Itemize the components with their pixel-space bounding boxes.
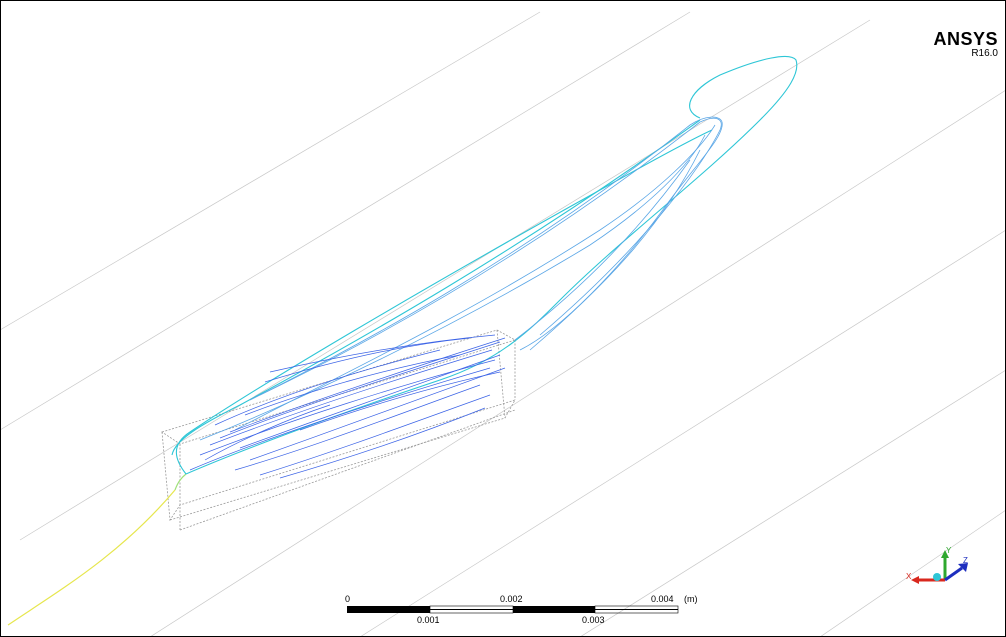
brand-version: R16.0 (971, 48, 998, 59)
scale-tick-0003: 0.003 (582, 615, 605, 625)
inlet-streamline (7, 489, 176, 626)
axis-x-label: X (906, 572, 912, 581)
scale-tick-0002: 0.002 (500, 594, 523, 604)
mid-vortex-streamlines (199, 116, 723, 441)
brand-name: ANSYS (933, 29, 998, 49)
axis-z-label: Z (963, 556, 968, 565)
domain-grid-lines (0, 11, 1006, 637)
scale-tick-0: 0 (345, 594, 351, 604)
inner-recirculation (189, 334, 506, 479)
scale-unit: (m) (684, 594, 698, 604)
axis-y-label: Y (946, 546, 952, 555)
ansys-logo: ANSYS R16.0 (933, 30, 998, 59)
inlet-transition (174, 473, 187, 491)
outer-vortex-loop (171, 55, 798, 475)
scale-tick-0004: 0.004 (651, 594, 674, 604)
scale-tick-0001: 0.001 (417, 615, 440, 625)
block-outline (161, 329, 517, 531)
